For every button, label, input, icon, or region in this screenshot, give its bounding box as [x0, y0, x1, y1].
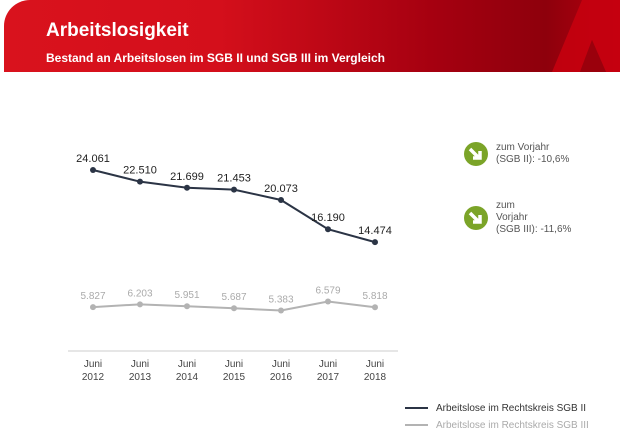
x-tick-label: 2018	[364, 372, 387, 383]
data-label: 20.073	[264, 183, 298, 195]
data-point	[278, 196, 284, 203]
data-point	[372, 239, 378, 246]
x-tick-label: Juni	[366, 359, 384, 370]
x-tick-label: Juni	[319, 359, 337, 370]
change-badge-sgb3: zum Vorjahr (SGB III): -11,6%	[464, 200, 571, 236]
data-point	[231, 186, 237, 193]
data-point	[278, 307, 284, 314]
data-label: 21.699	[170, 171, 204, 183]
data-label: 22.510	[123, 165, 157, 177]
badge-line: zum	[496, 200, 515, 211]
data-point	[184, 303, 190, 310]
badge-line: (SGB II): -10,6%	[496, 154, 570, 165]
page-subtitle: Bestand an Arbeitslosen im SGB II und SG…	[46, 51, 385, 65]
data-label: 5.383	[268, 295, 293, 306]
data-label: 16.190	[311, 212, 345, 224]
data-label: 5.687	[221, 292, 246, 303]
page-title: Arbeitslosigkeit	[46, 20, 189, 41]
data-point	[325, 226, 331, 233]
data-label: 5.818	[362, 291, 387, 302]
data-label: 24.061	[76, 153, 110, 165]
data-point	[325, 298, 331, 305]
legend-label: Arbeitslose im Rechtskreis SGB II	[436, 403, 586, 414]
change-badge-sgb2: zum Vorjahr (SGB II): -10,6%	[464, 142, 569, 166]
x-tick-label: Juni	[131, 359, 149, 370]
x-tick-label: 2016	[270, 372, 293, 383]
data-label: 6.579	[315, 286, 340, 297]
x-tick-label: Juni	[272, 359, 290, 370]
x-tick-label: 2015	[223, 372, 246, 383]
data-point	[137, 178, 143, 185]
x-tick-label: 2013	[129, 372, 152, 383]
data-point	[184, 184, 190, 191]
badge-line: (SGB III): -11,6%	[496, 224, 572, 235]
badge-line: Vorjahr	[496, 212, 528, 223]
badge-line: zum Vorjahr	[496, 142, 550, 153]
data-point	[231, 305, 237, 312]
arrow-down-right-icon	[464, 142, 488, 166]
data-label: 21.453	[217, 173, 251, 185]
agency-logo-icon	[552, 0, 620, 72]
header-banner: Arbeitslosigkeit Bestand an Arbeitslosen…	[4, 0, 620, 72]
data-point	[90, 304, 96, 311]
data-label: 14.474	[358, 225, 392, 237]
arrow-down-right-icon	[464, 206, 488, 230]
x-tick-label: Juni	[178, 359, 196, 370]
data-label: 5.951	[174, 290, 199, 301]
data-point	[137, 301, 143, 308]
legend-label: Arbeitslose im Rechtskreis SGB III	[436, 420, 589, 431]
data-label: 5.827	[80, 291, 105, 302]
data-point	[372, 304, 378, 311]
x-tick-label: Juni	[225, 359, 243, 370]
data-label: 6.203	[127, 288, 152, 299]
x-tick-label: 2014	[176, 372, 199, 383]
x-tick-label: 2012	[82, 372, 105, 383]
x-tick-label: 2017	[317, 372, 340, 383]
data-point	[90, 167, 96, 173]
x-tick-label: Juni	[84, 359, 102, 370]
